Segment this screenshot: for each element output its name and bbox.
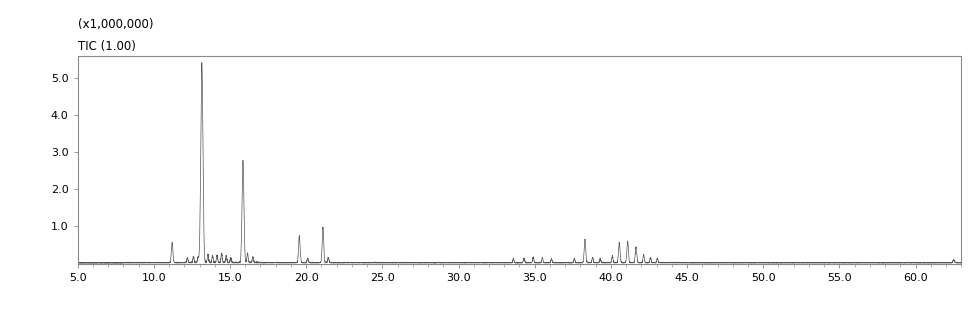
Text: (x1,000,000): (x1,000,000) [78, 18, 153, 31]
Text: TIC (1.00): TIC (1.00) [78, 40, 136, 53]
